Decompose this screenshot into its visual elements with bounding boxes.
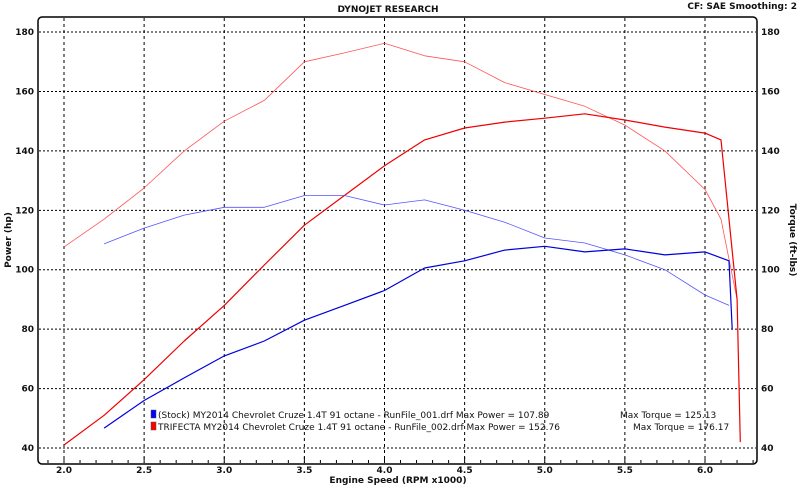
legend-torque-stock: Max Torque = 125.13 (620, 411, 716, 421)
series-line-trifecta-power (63, 113, 741, 446)
y2-tick-label: 160 (761, 87, 780, 97)
y-tick-label: 140 (15, 147, 34, 157)
x-tick-label: 5.0 (537, 466, 553, 476)
axis-ticks: 2.0 2.5 3.0 3.5 4.0 4.5 5.0 5.5 6.0 40 40 60 60 80 80 1… (15, 28, 780, 476)
y-axis-label: Power (hp) (4, 212, 14, 268)
x-tick-label: 6.0 (697, 466, 713, 476)
series-lines (63, 42, 741, 446)
series-line-stock-power (103, 245, 733, 429)
x-tick-label: 3.5 (296, 466, 312, 476)
y-tick-label: 80 (21, 325, 34, 335)
x-tick-label: 5.5 (617, 466, 633, 476)
x-tick-label: 4.0 (377, 466, 393, 476)
grid (39, 18, 756, 463)
legend: (Stock) MY2014 Chevrolet Cruze 1.4T 91 o… (150, 409, 729, 433)
y-tick-label: 40 (21, 444, 34, 454)
y-tick-label: 60 (21, 385, 34, 395)
y-tick-label: 180 (15, 28, 34, 38)
y2-tick-label: 80 (761, 325, 774, 335)
settings-text: CF: SAE Smoothing: 2 (687, 2, 797, 12)
series-line-stock-torque (103, 195, 730, 306)
legend-label-trifecta: TRIFECTA MY2014 Chevrolet Cruze 1.4T 91 … (157, 423, 560, 433)
y-tick-label: 120 (15, 206, 34, 216)
y2-axis-label: Torque (ft-lbs) (787, 204, 797, 277)
x-tick-label: 3.0 (216, 466, 232, 476)
x-tick-label: 4.5 (457, 466, 473, 476)
y2-tick-label: 100 (761, 266, 780, 276)
x-tick-label: 2.0 (56, 466, 72, 476)
x-tick-label: 2.5 (136, 466, 152, 476)
legend-swatch-stock (150, 409, 157, 419)
y2-tick-label: 120 (761, 206, 780, 216)
legend-swatch-trifecta (150, 421, 157, 431)
chart-title: DYNOJET RESEARCH (337, 5, 438, 15)
y2-tick-label: 60 (761, 385, 774, 395)
y2-tick-label: 180 (761, 28, 780, 38)
plot-border (37, 16, 758, 465)
y-tick-label: 160 (15, 87, 34, 97)
y2-tick-label: 40 (761, 444, 774, 454)
x-axis-label: Engine Speed (RPM x1000) (329, 476, 466, 486)
series-line-trifecta-torque (63, 42, 738, 300)
y-tick-label: 100 (15, 266, 34, 276)
y2-tick-label: 140 (761, 147, 780, 157)
legend-label-stock: (Stock) MY2014 Chevrolet Cruze 1.4T 91 o… (158, 411, 550, 421)
legend-torque-trifecta: Max Torque = 176.17 (633, 423, 729, 433)
